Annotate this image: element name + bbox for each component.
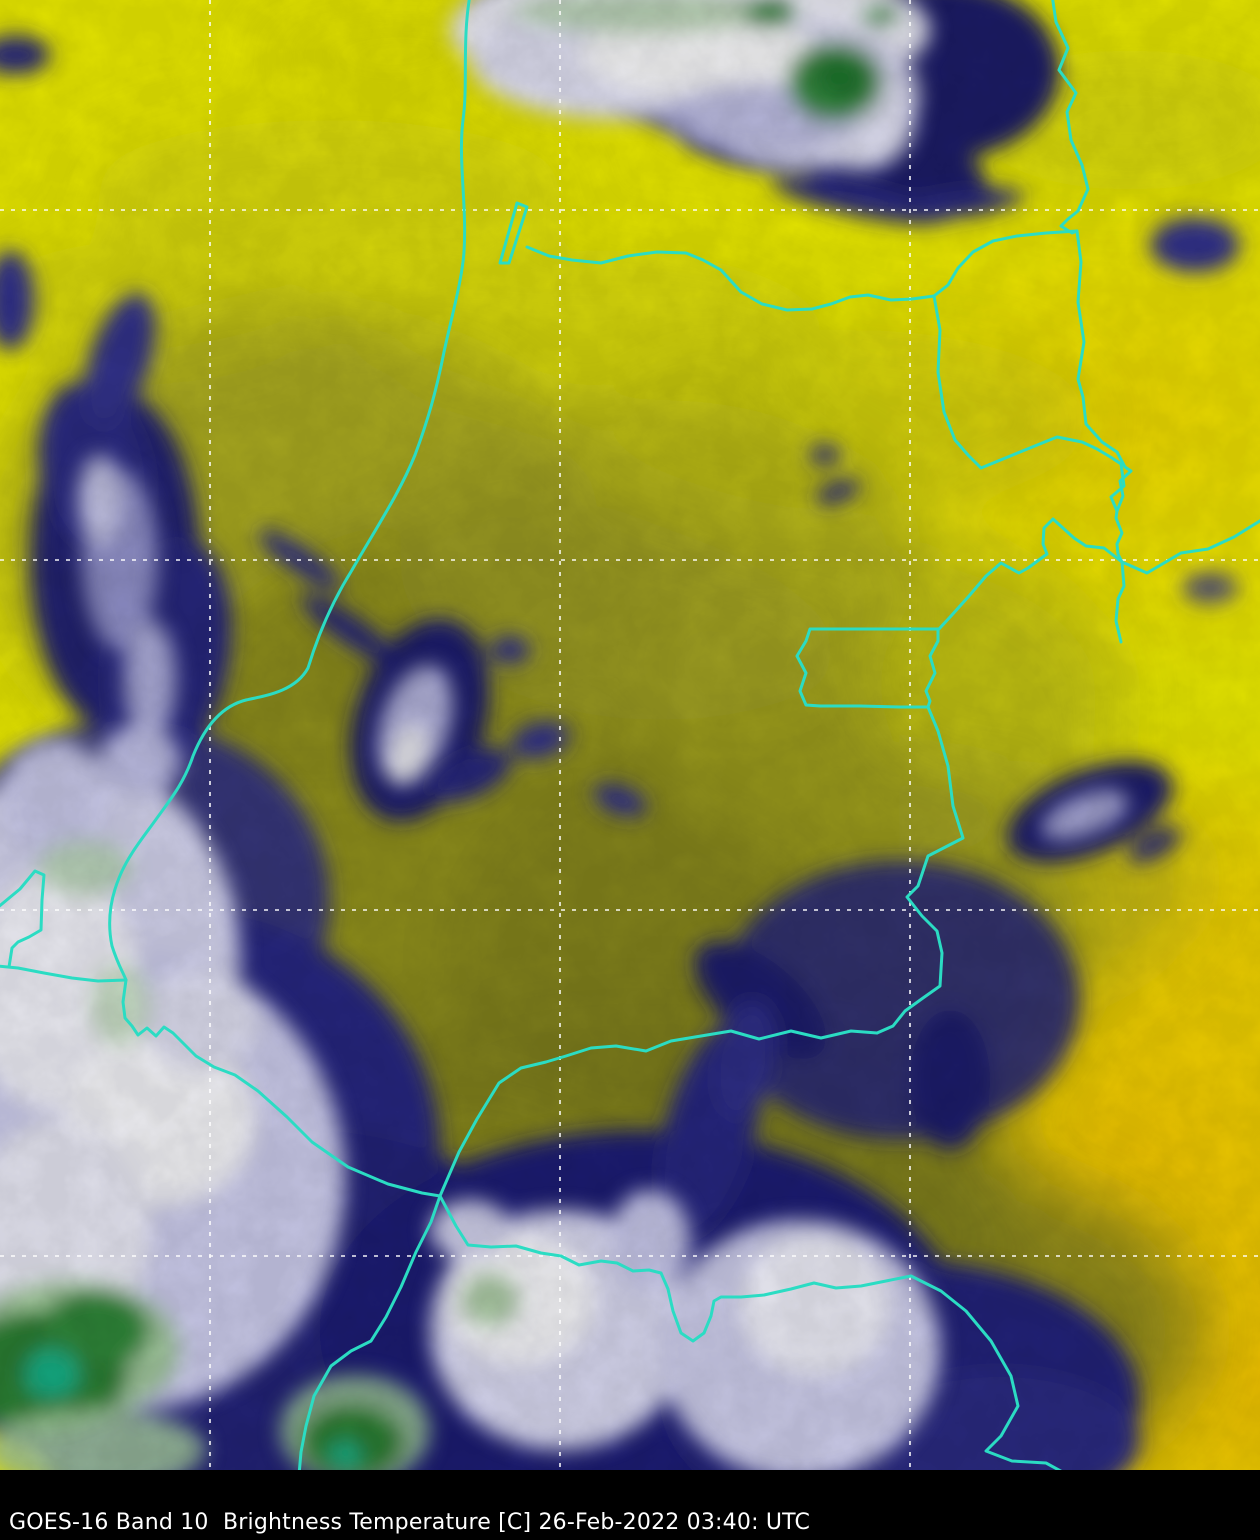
border-north-east-west [525, 229, 1079, 312]
border-interior-branch [932, 294, 1126, 513]
caption-text: GOES-16 Band 10 Brightness Temperature [… [9, 1510, 811, 1535]
border-junction-west [937, 517, 1124, 631]
narrow-lake-outline [498, 201, 529, 265]
border-east-west-lower [438, 1194, 1062, 1470]
river-boundary-south [297, 1194, 442, 1470]
administrative-rectangle-border [795, 627, 940, 709]
border-junction-south-spur [1114, 560, 1126, 644]
boundary-lines [0, 0, 1260, 1470]
satellite-image [0, 0, 1260, 1470]
border-junction-east [1120, 519, 1260, 575]
border-east-descent [875, 705, 965, 1035]
border-north-south-east [1051, 0, 1133, 564]
salt-flat-loop [0, 869, 46, 969]
latlon-gridlines [0, 0, 1260, 1470]
river-boundary-mid [121, 978, 442, 1198]
river-boundary-north [108, 0, 471, 982]
texture-noise-overlay [0, 0, 1260, 1470]
border-east-west-upper [438, 1029, 879, 1198]
border-west-segment [0, 964, 128, 983]
caption-bar: GOES-16 Band 10 Brightness Temperature [… [0, 1470, 1260, 1540]
